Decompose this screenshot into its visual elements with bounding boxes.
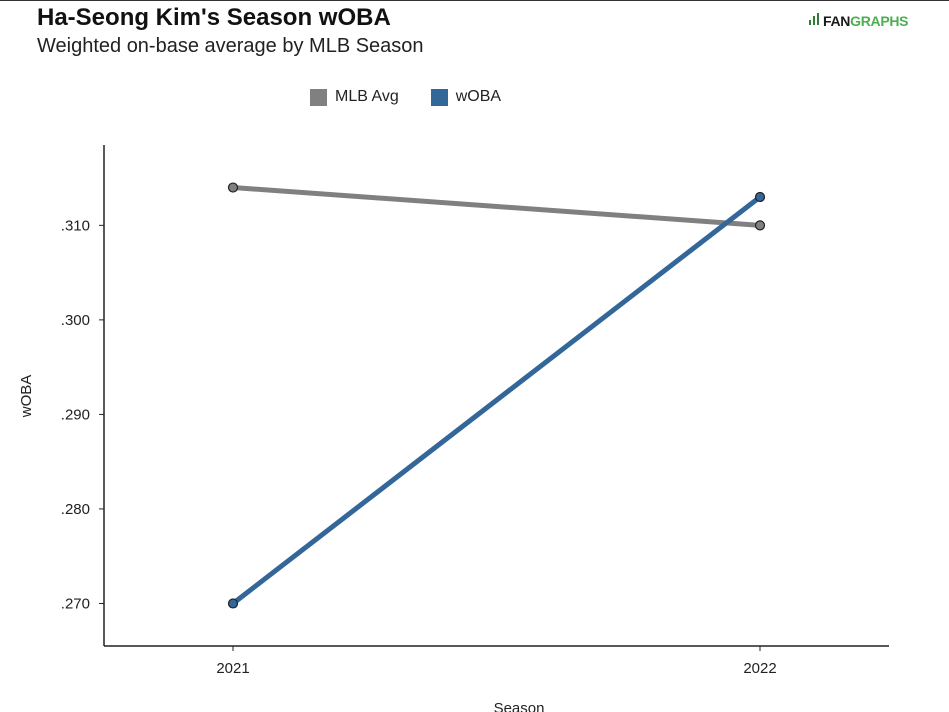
legend-swatch-woba bbox=[430, 88, 448, 106]
axes bbox=[103, 145, 889, 647]
y-tick-label: .270 bbox=[61, 595, 90, 612]
series-line-woba bbox=[230, 194, 763, 606]
ticks: .270 .280 .290 .300 .310 2021 2022 bbox=[61, 217, 777, 677]
y-tick-label: .280 bbox=[61, 501, 90, 518]
chart-subtitle: Weighted on-base average by MLB Season bbox=[37, 35, 424, 57]
legend-item-mlb-avg[interactable]: MLB Avg bbox=[310, 88, 399, 106]
logo-text-graphs: GRAPHS bbox=[850, 12, 909, 29]
series-line-mlb-avg bbox=[230, 185, 763, 228]
legend-label-woba: wOBA bbox=[455, 88, 502, 105]
legend-item-woba[interactable]: wOBA bbox=[430, 88, 502, 106]
y-tick-label: .310 bbox=[61, 217, 90, 234]
legend-swatch-mlb-avg bbox=[310, 88, 327, 106]
x-tick-label: 2021 bbox=[216, 660, 249, 677]
chart-legend: MLB Avg wOBA bbox=[310, 88, 533, 106]
y-tick-label: .300 bbox=[61, 312, 90, 329]
data-point-woba[interactable] bbox=[227, 598, 239, 609]
logo-text-fan: FAN bbox=[823, 12, 851, 29]
data-point-woba[interactable] bbox=[754, 191, 766, 203]
y-axis-label: wOBA bbox=[18, 375, 35, 419]
top-border bbox=[0, 0, 949, 1]
logo-icon bbox=[808, 12, 822, 29]
fangraphs-logo: FAN GRAPHS bbox=[808, 12, 909, 29]
series-lines bbox=[227, 182, 766, 609]
data-point-mlb-avg[interactable] bbox=[227, 182, 239, 193]
data-point-mlb-avg[interactable] bbox=[754, 220, 766, 231]
chart-title: Ha-Seong Kim's Season wOBA bbox=[37, 4, 391, 31]
y-tick-label: .290 bbox=[61, 406, 90, 423]
legend-label-mlb-avg: MLB Avg bbox=[335, 88, 399, 105]
x-axis-label: Season bbox=[494, 700, 545, 712]
x-tick-label: 2022 bbox=[743, 660, 776, 677]
